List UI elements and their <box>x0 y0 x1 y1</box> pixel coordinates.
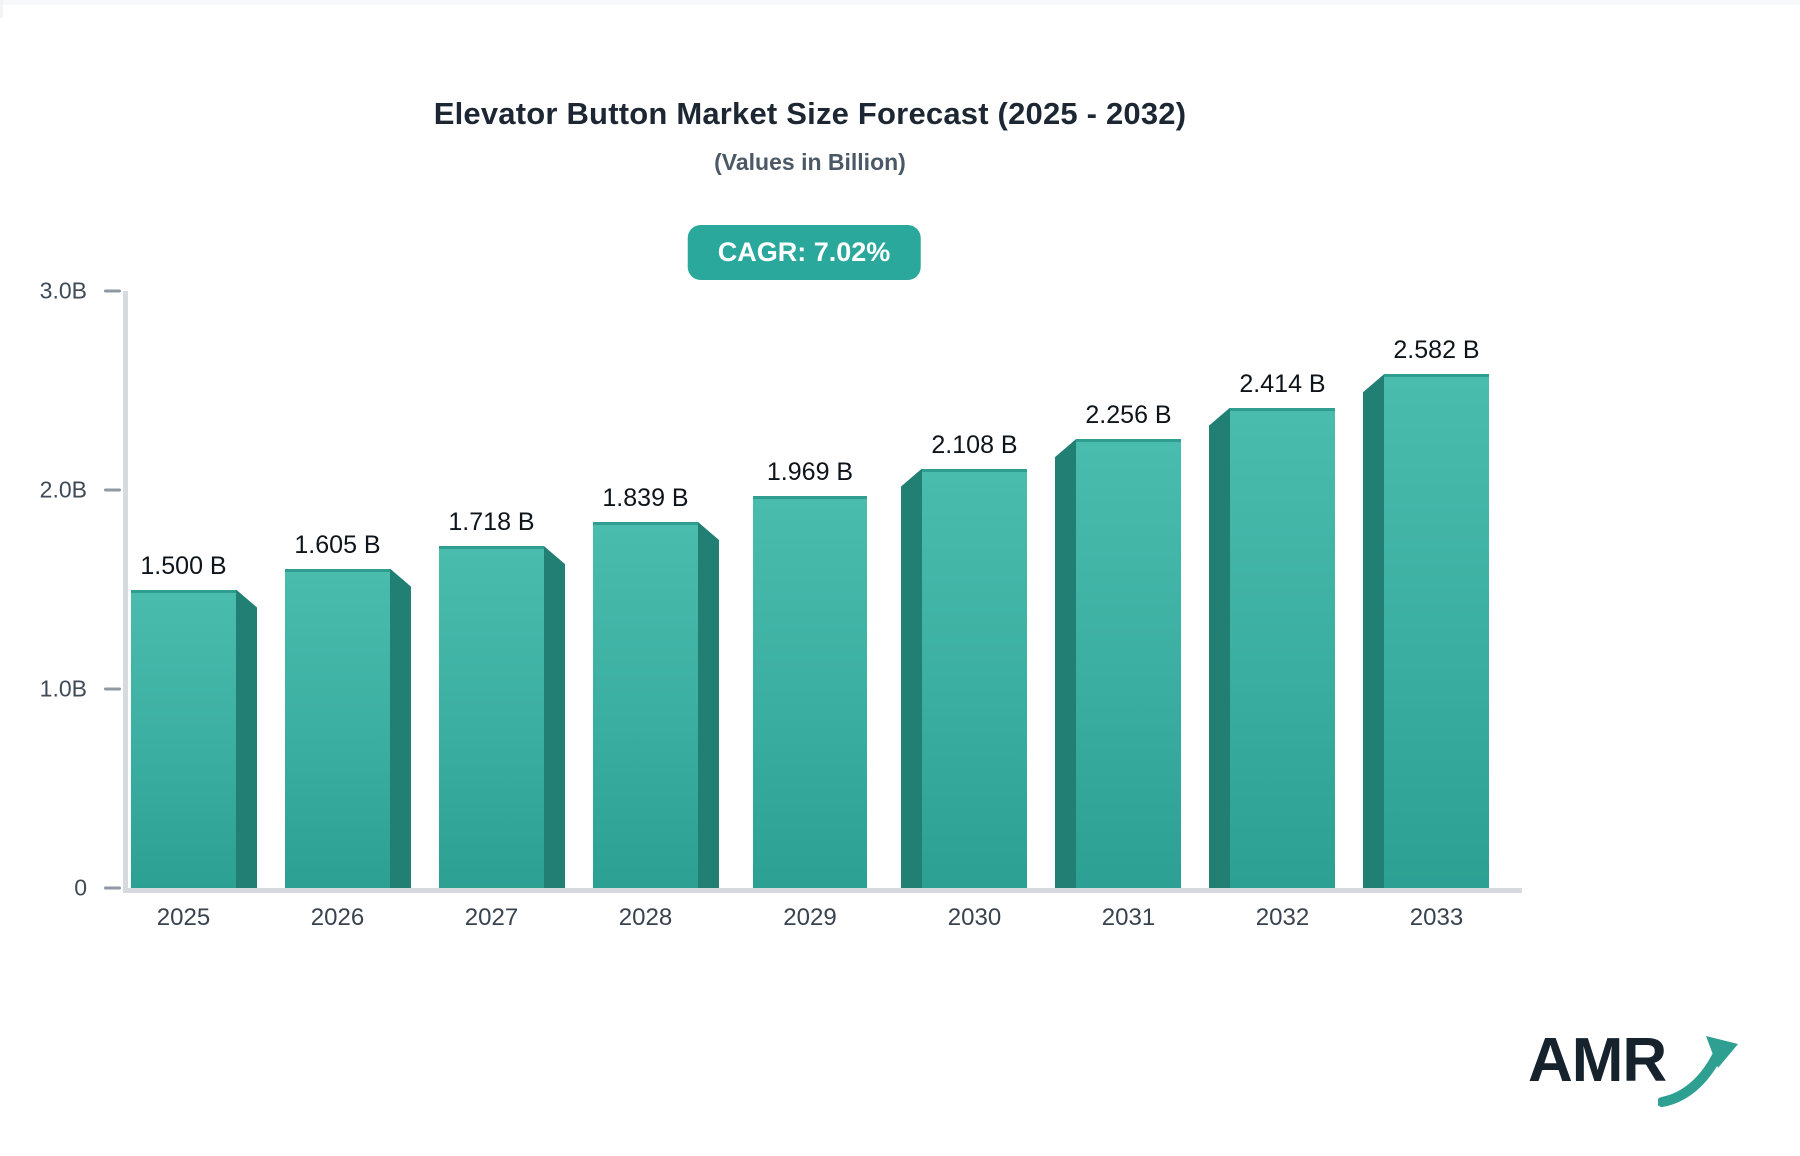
y-tick: 2.0B <box>3 477 121 504</box>
bar-value-label: 2.108 B <box>931 430 1018 459</box>
bar-group: 1.839 B 2028 <box>593 291 719 931</box>
y-tick-mark <box>104 488 121 492</box>
bar-group: 1.500 B 2025 <box>131 291 257 931</box>
x-axis-line <box>123 888 1522 893</box>
bar-2028: 1.839 B 2028 <box>593 484 719 931</box>
bar-face <box>1076 439 1181 888</box>
x-tick-label: 2025 <box>156 904 211 931</box>
bar-value-label: 2.414 B <box>1239 369 1326 398</box>
bar-2025: 1.500 B 2025 <box>131 552 257 931</box>
bar-3d-side <box>236 589 257 888</box>
bar-face <box>131 589 236 888</box>
bar-2029: 1.969 B 2029 <box>747 458 873 931</box>
bar-group: 2.414 B 2032 <box>1209 291 1335 931</box>
bar-value-label: 1.605 B <box>294 530 381 559</box>
bar-value-label: 1.718 B <box>448 508 535 537</box>
growth-arrow-icon <box>1658 1036 1739 1107</box>
y-tick: 1.0B <box>3 676 121 703</box>
y-axis-line <box>123 291 128 893</box>
x-tick-label: 2031 <box>1101 904 1156 931</box>
bar-face <box>439 546 544 888</box>
chart-title: Elevator Button Market Size Forecast (20… <box>433 96 1187 131</box>
chart-subtitle: (Values in Billion) <box>714 149 906 175</box>
bar-face <box>1230 407 1335 888</box>
amr-logo: AMR <box>1528 1030 1740 1112</box>
bar-group: 2.108 B 2030 <box>901 291 1027 931</box>
bar-group: 2.582 B 2033 <box>1363 291 1489 931</box>
y-tick: 0 <box>3 875 121 902</box>
bar-value-label: 1.500 B <box>140 551 227 580</box>
bar-face <box>753 496 867 888</box>
bar-3d-side <box>390 568 411 888</box>
bar-face <box>922 468 1027 888</box>
bar-3d-side <box>544 546 565 888</box>
y-tick-mark <box>104 289 121 293</box>
bar-group: 1.969 B 2029 <box>747 291 873 931</box>
bar-3d-side <box>698 522 719 888</box>
y-tick-mark <box>104 886 121 890</box>
bar-value-label: 2.582 B <box>1393 336 1480 365</box>
plot-area: 1.500 B 2025 1.605 B 2026 1.718 B 2027 1.839 B… <box>131 291 1489 931</box>
bar-group: 1.605 B 2026 <box>285 291 411 931</box>
y-tick-label: 3.0B <box>39 277 87 304</box>
bar-3d-side <box>1209 407 1230 888</box>
cagr-badge: CAGR: 7.02% <box>687 225 921 280</box>
bar-value-label: 1.839 B <box>602 484 689 513</box>
bar-face <box>285 568 390 888</box>
x-tick-label: 2028 <box>618 904 673 931</box>
bar-2032: 2.414 B 2032 <box>1209 370 1335 931</box>
y-tick-mark <box>104 687 121 691</box>
bar-value-label: 2.256 B <box>1085 401 1172 430</box>
bar-group: 1.718 B 2027 <box>439 291 565 931</box>
bar-group: 2.256 B 2031 <box>1055 291 1181 931</box>
y-tick-label: 1.0B <box>39 675 87 702</box>
bar-3d-side <box>901 468 922 888</box>
x-tick-label: 2029 <box>783 904 837 931</box>
bar-face <box>593 522 698 888</box>
bar-3d-side <box>1363 374 1384 888</box>
bar-chart: 3.0B 2.0B 1.0B 0 1.500 B 2025 1.605 B 2026 1.71… <box>40 278 1522 931</box>
bar-face <box>1384 374 1489 888</box>
x-tick-label: 2026 <box>310 904 365 931</box>
bar-3d-side <box>1055 439 1076 888</box>
bar-value-label: 1.969 B <box>766 458 854 487</box>
page-background-strip-left <box>0 0 3 18</box>
amr-logo-text: AMR <box>1528 1026 1667 1095</box>
y-tick: 3.0B <box>3 278 121 305</box>
bar-2026: 1.605 B 2026 <box>285 531 411 931</box>
x-tick-label: 2030 <box>947 904 1002 931</box>
bar-2033: 2.582 B 2033 <box>1363 336 1489 931</box>
bar-2031: 2.256 B 2031 <box>1055 401 1181 931</box>
x-tick-label: 2033 <box>1409 904 1464 931</box>
x-tick-label: 2032 <box>1255 904 1310 931</box>
x-tick-label: 2027 <box>464 904 519 931</box>
bar-2030: 2.108 B 2030 <box>901 431 1027 931</box>
bar-2027: 1.718 B 2027 <box>439 508 565 931</box>
y-tick-label: 0 <box>74 874 87 901</box>
page-background-strip <box>0 0 1800 5</box>
y-tick-label: 2.0B <box>39 476 87 503</box>
